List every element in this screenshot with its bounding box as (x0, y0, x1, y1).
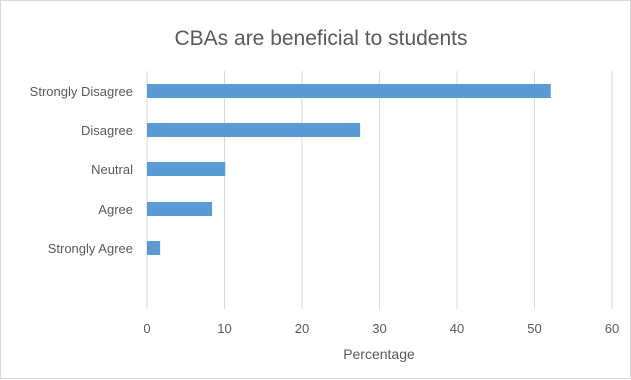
x-tick-label: 20 (295, 321, 309, 336)
x-axis-title: Percentage (343, 346, 415, 362)
bars (147, 84, 551, 255)
category-label: Strongly Agree (48, 241, 133, 256)
bar-neutral (147, 162, 225, 176)
category-label: Neutral (91, 162, 133, 177)
x-tick-label: 40 (450, 321, 464, 336)
category-label: Agree (98, 202, 133, 217)
x-tick-label: 60 (605, 321, 619, 336)
category-labels: Strongly Disagree Disagree Neutral Agree Str… (30, 84, 133, 256)
bar-strongly-agree (147, 241, 160, 255)
x-tick-labels: 0 10 20 30 40 50 60 (143, 321, 619, 336)
gridlines (147, 71, 612, 309)
category-label: Disagree (81, 123, 133, 138)
chart-title: CBAs are beneficial to students (175, 27, 468, 50)
category-label: Strongly Disagree (30, 84, 133, 99)
bar-strongly-disagree (147, 84, 551, 98)
bar-agree (147, 202, 212, 216)
x-tick-label: 30 (372, 321, 386, 336)
x-tick-label: 10 (217, 321, 231, 336)
bar-disagree (147, 123, 360, 137)
x-tick-label: 0 (143, 321, 150, 336)
x-tick-label: 50 (527, 321, 541, 336)
